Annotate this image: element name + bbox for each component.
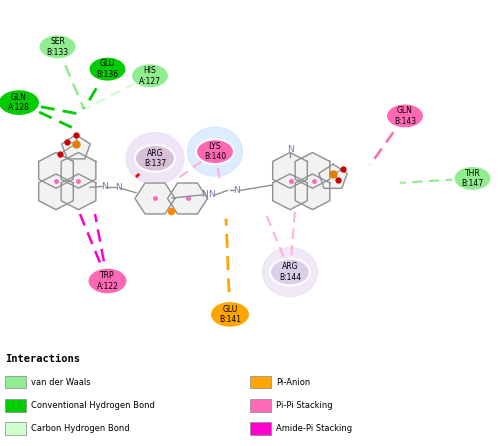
Ellipse shape: [38, 34, 76, 59]
Polygon shape: [38, 153, 74, 188]
FancyBboxPatch shape: [5, 399, 26, 412]
Polygon shape: [135, 183, 175, 214]
Polygon shape: [38, 174, 74, 210]
Text: GLN
B:143: GLN B:143: [394, 106, 416, 126]
Ellipse shape: [210, 301, 250, 328]
Text: Pi-Pi Stacking: Pi-Pi Stacking: [276, 401, 332, 410]
Ellipse shape: [270, 259, 310, 285]
Polygon shape: [61, 174, 96, 210]
Text: LYS
B:140: LYS B:140: [204, 142, 226, 161]
Text: van der Waals: van der Waals: [31, 378, 90, 387]
Text: THR
B:147: THR B:147: [462, 169, 483, 188]
Polygon shape: [295, 174, 330, 210]
Text: SER
B:133: SER B:133: [46, 37, 68, 57]
FancyBboxPatch shape: [250, 399, 271, 412]
FancyBboxPatch shape: [5, 422, 26, 435]
Circle shape: [126, 132, 184, 184]
Text: N: N: [286, 145, 294, 154]
Polygon shape: [62, 135, 90, 159]
Text: HIS
A:127: HIS A:127: [139, 66, 161, 86]
Ellipse shape: [131, 63, 169, 88]
Polygon shape: [295, 153, 330, 188]
Text: N: N: [208, 190, 215, 198]
Polygon shape: [168, 183, 207, 214]
Text: Pi-Anion: Pi-Anion: [276, 378, 310, 387]
Ellipse shape: [88, 57, 126, 82]
Ellipse shape: [0, 89, 40, 116]
Text: GLU
B:136: GLU B:136: [96, 59, 118, 79]
Text: GLN
A:128: GLN A:128: [8, 93, 30, 112]
Text: Carbon Hydrogen Bond: Carbon Hydrogen Bond: [31, 424, 130, 433]
FancyBboxPatch shape: [250, 422, 271, 435]
Ellipse shape: [454, 166, 492, 191]
Ellipse shape: [135, 145, 175, 172]
Text: GLU
B:141: GLU B:141: [219, 305, 241, 324]
Circle shape: [262, 248, 318, 297]
Text: ARG
B:137: ARG B:137: [144, 149, 166, 168]
Text: Conventional Hydrogen Bond: Conventional Hydrogen Bond: [31, 401, 155, 410]
Ellipse shape: [386, 103, 424, 128]
Text: N: N: [202, 190, 208, 198]
Polygon shape: [318, 164, 348, 188]
FancyBboxPatch shape: [5, 376, 26, 388]
Polygon shape: [272, 153, 308, 188]
Text: ARG
B:144: ARG B:144: [279, 262, 301, 282]
Text: Amide-Pi Stacking: Amide-Pi Stacking: [276, 424, 352, 433]
Text: N: N: [100, 182, 107, 191]
Text: N: N: [232, 186, 239, 195]
Text: Interactions: Interactions: [5, 354, 80, 364]
Polygon shape: [272, 174, 308, 210]
FancyBboxPatch shape: [250, 376, 271, 388]
Ellipse shape: [196, 139, 234, 164]
Ellipse shape: [88, 268, 128, 294]
Circle shape: [188, 127, 242, 176]
Polygon shape: [61, 153, 96, 188]
Text: TRP
A:122: TRP A:122: [96, 271, 118, 291]
Text: N: N: [114, 183, 121, 192]
